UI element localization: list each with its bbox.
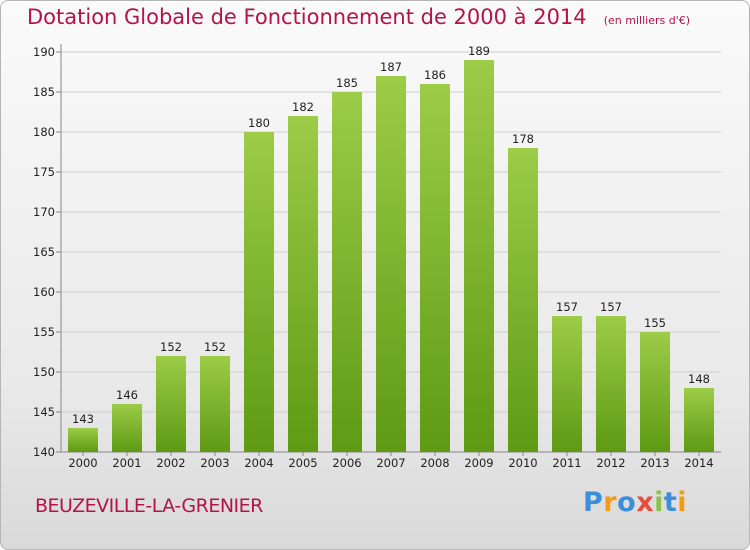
data-label: 152 — [160, 340, 182, 354]
bar — [244, 132, 274, 452]
data-label: 157 — [556, 300, 578, 314]
x-tick-label: 2006 — [332, 456, 361, 470]
bar — [552, 316, 582, 452]
x-tick-label: 2005 — [288, 456, 317, 470]
title-row: Dotation Globale de Fonctionnement de 20… — [27, 5, 690, 29]
data-label: 143 — [72, 412, 94, 426]
proxiti-logo: Proxiti — [583, 487, 687, 518]
logo-letter: P — [583, 487, 604, 518]
data-label: 187 — [380, 60, 402, 74]
data-label: 152 — [204, 340, 226, 354]
x-tick-label: 2007 — [376, 456, 405, 470]
logo-letter: r — [603, 487, 618, 518]
y-tick-label: 160 — [33, 285, 55, 299]
x-tick-label: 2010 — [508, 456, 537, 470]
chart-title: Dotation Globale de Fonctionnement de 20… — [27, 5, 587, 29]
x-tick-label: 2000 — [68, 456, 97, 470]
x-tick-label: 2001 — [112, 456, 141, 470]
x-tick-label: 2011 — [552, 456, 581, 470]
commune-name: BEUZEVILLE-LA-GRENIER — [35, 495, 263, 517]
bar — [156, 356, 186, 452]
bar-layer: 143 146 152 152 180 182 185 187 186 189 178 157 157 1… — [68, 44, 714, 452]
y-tick-label: 165 — [33, 245, 55, 259]
logo-letter: i — [677, 487, 688, 518]
y-tick-label: 145 — [33, 405, 55, 419]
data-label: 155 — [644, 316, 666, 330]
x-tick-label: 2008 — [420, 456, 449, 470]
data-label: 182 — [292, 100, 314, 114]
data-label: 157 — [600, 300, 622, 314]
y-tick-label: 180 — [33, 125, 55, 139]
y-tick-label: 175 — [33, 165, 55, 179]
x-tick-label: 2002 — [156, 456, 185, 470]
data-label: 186 — [424, 68, 446, 82]
y-tick-label: 185 — [33, 85, 55, 99]
logo-letter: i — [654, 487, 664, 518]
x-tick-label: 2003 — [200, 456, 229, 470]
logo-letter: t — [663, 487, 678, 518]
logo-letter: o — [617, 487, 637, 518]
data-label: 146 — [116, 388, 138, 402]
bar — [288, 116, 318, 452]
y-tick-label: 190 — [33, 45, 55, 59]
bar — [376, 76, 406, 452]
bar — [684, 388, 714, 452]
data-label: 185 — [336, 76, 358, 90]
bar — [200, 356, 230, 452]
y-tick-label: 140 — [33, 445, 55, 459]
data-label: 178 — [512, 132, 534, 146]
bar — [640, 332, 670, 452]
data-label: 148 — [688, 372, 710, 386]
y-tick-label: 155 — [33, 325, 55, 339]
x-tick-label: 2009 — [464, 456, 493, 470]
data-label: 180 — [248, 116, 270, 130]
logo-letter: x — [636, 487, 655, 518]
bar — [464, 60, 494, 452]
bar — [596, 316, 626, 452]
bar — [68, 428, 98, 452]
x-tick-label: 2012 — [596, 456, 625, 470]
chart-unit-note: (en milliers d'€) — [603, 14, 691, 27]
bar — [332, 92, 362, 452]
x-tick-label: 2014 — [684, 456, 713, 470]
x-tick-label: 2004 — [244, 456, 273, 470]
x-tick-label: 2013 — [640, 456, 669, 470]
data-label: 189 — [468, 44, 490, 58]
y-tick-label: 170 — [33, 205, 55, 219]
bar — [508, 148, 538, 452]
bar — [420, 84, 450, 452]
bar — [112, 404, 142, 452]
y-tick-label: 150 — [33, 365, 55, 379]
